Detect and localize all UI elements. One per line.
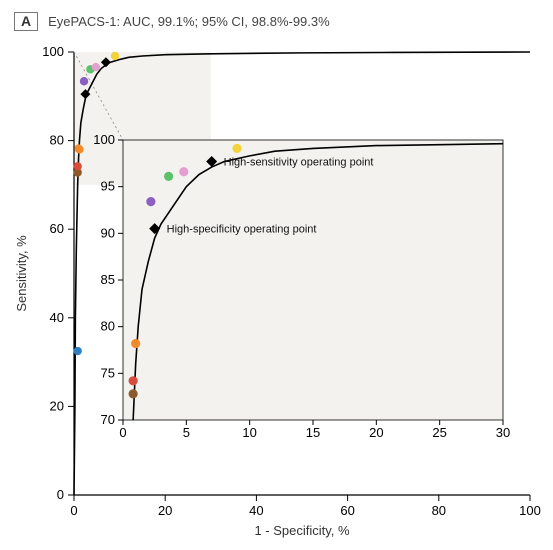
reader-point: [111, 52, 119, 60]
inset-ytick-label: 100: [93, 132, 115, 147]
inset-xtick-label: 25: [432, 425, 446, 440]
xtick-label: 100: [519, 503, 541, 518]
inset-ytick-label: 80: [101, 319, 115, 334]
panel-title: EyePACS-1: AUC, 99.1%; 95% CI, 98.8%-99.…: [48, 14, 330, 29]
reader-point: [73, 162, 81, 170]
panel-letter: A: [14, 12, 38, 31]
reader-point-inset: [129, 376, 138, 385]
panel-header: A EyePACS-1: AUC, 99.1%; 95% CI, 98.8%-9…: [14, 12, 330, 31]
xtick-label: 0: [70, 503, 77, 518]
reader-point-inset: [179, 167, 188, 176]
ytick-label: 0: [57, 487, 64, 502]
operating-point-label: High-specificity operating point: [167, 224, 317, 236]
inset-ytick-label: 70: [101, 412, 115, 427]
reader-point-inset: [164, 172, 173, 181]
x-axis-label: 1 - Specificity, %: [254, 523, 350, 538]
xtick-label: 60: [340, 503, 354, 518]
xtick-label: 80: [432, 503, 446, 518]
reader-point-inset: [232, 144, 241, 153]
inset-ytick-label: 95: [101, 179, 115, 194]
operating-point-label: High-sensitivity operating point: [224, 156, 374, 168]
inset-xtick-label: 30: [496, 425, 510, 440]
reader-point: [73, 347, 81, 355]
ytick-label: 20: [50, 398, 64, 413]
inset-xtick-label: 20: [369, 425, 383, 440]
ytick-label: 80: [50, 133, 64, 148]
reader-point-inset: [146, 197, 155, 206]
reader-point: [92, 63, 100, 71]
y-axis-label: Sensitivity, %: [14, 235, 29, 312]
reader-point-inset: [131, 339, 140, 348]
roc-chart: 0204060801000204060801001 - Specificity,…: [8, 42, 548, 547]
inset-xtick-label: 5: [183, 425, 190, 440]
ytick-label: 40: [50, 310, 64, 325]
xtick-label: 40: [249, 503, 263, 518]
reader-point: [80, 77, 88, 85]
ytick-label: 100: [42, 44, 64, 59]
ytick-label: 60: [50, 221, 64, 236]
inset-xtick-label: 10: [242, 425, 256, 440]
reader-point-inset: [129, 389, 138, 398]
xtick-label: 20: [158, 503, 172, 518]
inset-xtick-label: 15: [306, 425, 320, 440]
reader-point: [75, 145, 83, 153]
inset-xtick-label: 0: [119, 425, 126, 440]
inset-ytick-label: 75: [101, 365, 115, 380]
inset-ytick-label: 90: [101, 225, 115, 240]
inset-ytick-label: 85: [101, 272, 115, 287]
inset-panel: [123, 140, 503, 420]
